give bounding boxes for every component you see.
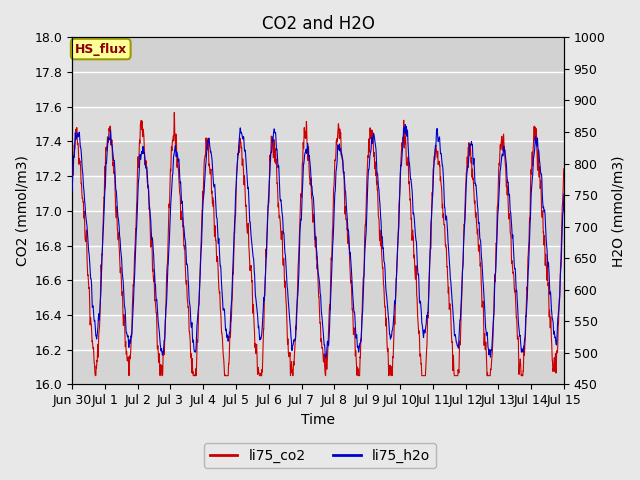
li75_co2 [92, 373, 99, 379]
li75_h2o [428, 210, 436, 216]
Line: li75_co2: li75_co2 [72, 112, 564, 376]
Bar [72, 142, 564, 176]
Legend: li75_co2, li75_h2o: li75_co2, li75_h2o [204, 443, 436, 468]
li75_co2 [236, 149, 243, 155]
Y-axis label: CO2 (mmol/m3): CO2 (mmol/m3) [15, 156, 29, 266]
Title: CO2 and H2O: CO2 and H2O [262, 15, 374, 33]
li75_h2o [301, 151, 308, 157]
Bar [72, 280, 564, 315]
li75_h2o [236, 138, 243, 144]
li75_h2o [68, 188, 76, 193]
Bar [72, 211, 564, 246]
li75_co2 [540, 230, 547, 236]
li75_h2o [442, 216, 449, 222]
li75_h2o [401, 121, 409, 127]
X-axis label: Time: Time [301, 413, 335, 427]
li75_co2 [533, 156, 541, 161]
li75_h2o [322, 355, 330, 361]
li75_h2o [533, 136, 541, 142]
li75_co2 [428, 204, 436, 210]
li75_co2 [170, 109, 178, 115]
li75_co2 [301, 130, 309, 135]
Bar [72, 72, 564, 107]
li75_h2o [560, 191, 568, 197]
li75_co2 [442, 242, 449, 248]
Line: li75_h2o: li75_h2o [72, 124, 564, 358]
li75_co2 [68, 167, 76, 173]
Y-axis label: H2O (mmol/m3): H2O (mmol/m3) [611, 155, 625, 266]
Bar [72, 349, 564, 384]
Text: HS_flux: HS_flux [75, 43, 127, 56]
li75_co2 [560, 166, 568, 171]
li75_h2o [540, 204, 547, 210]
Bar [72, 37, 564, 72]
